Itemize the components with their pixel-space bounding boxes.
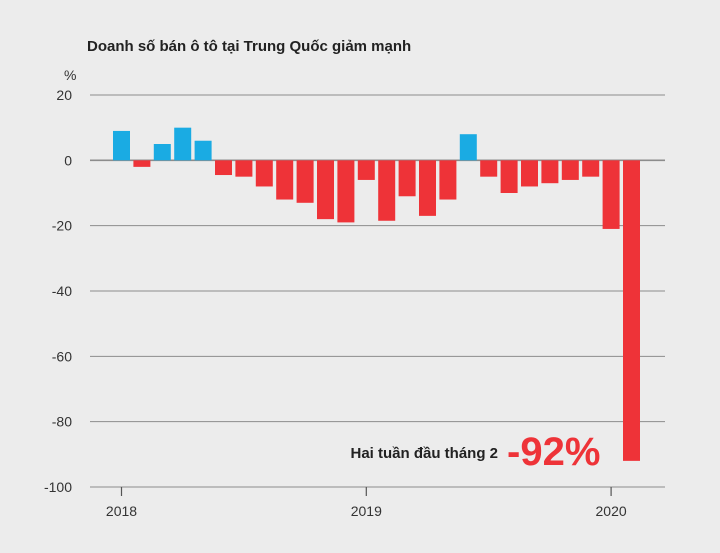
y-tick-label: 0 — [64, 152, 72, 168]
bar — [623, 160, 640, 461]
bar — [459, 134, 477, 161]
x-tick-label: 2020 — [596, 503, 627, 519]
chart-title: Doanh số bán ô tô tại Trung Quốc giảm mạ… — [87, 38, 411, 55]
bar — [215, 160, 232, 176]
bar — [276, 160, 294, 200]
bar — [194, 140, 212, 161]
bar — [357, 160, 375, 180]
bar — [480, 160, 498, 177]
bar — [521, 160, 538, 187]
bar — [602, 160, 620, 229]
y-axis-ticks: 20 0 -20 -40 -60 -80 -100 — [44, 87, 72, 495]
bar — [153, 144, 171, 161]
bar — [337, 160, 355, 223]
y-tick-label: -20 — [52, 218, 72, 234]
annotation-value: -92% — [507, 430, 600, 474]
bar — [419, 160, 436, 216]
x-tick-label: 2019 — [351, 503, 382, 519]
bar — [174, 127, 192, 161]
bar — [398, 160, 416, 197]
bar — [133, 160, 151, 167]
x-tick-label: 2018 — [106, 503, 137, 519]
bar — [541, 160, 559, 184]
bar — [317, 160, 334, 220]
bar — [255, 160, 273, 187]
y-tick-label: 20 — [56, 87, 72, 103]
y-tick-label: -60 — [52, 348, 72, 364]
bar — [378, 160, 396, 221]
bar — [235, 160, 253, 177]
y-tick-label: -40 — [52, 283, 72, 299]
bar — [582, 160, 600, 177]
bar — [439, 160, 457, 200]
bar — [113, 130, 130, 161]
bars — [113, 127, 640, 461]
bar — [500, 160, 518, 193]
y-axis-unit-label: % — [64, 67, 76, 83]
y-tick-label: -100 — [44, 479, 72, 495]
annotation-label: Hai tuần đầu tháng 2 — [350, 445, 498, 462]
bar — [561, 160, 579, 180]
y-tick-label: -80 — [52, 414, 72, 430]
bar — [296, 160, 314, 203]
annotation: Hai tuần đầu tháng 2 -92% — [350, 430, 600, 474]
x-axis: 2018 2019 2020 — [106, 487, 627, 519]
